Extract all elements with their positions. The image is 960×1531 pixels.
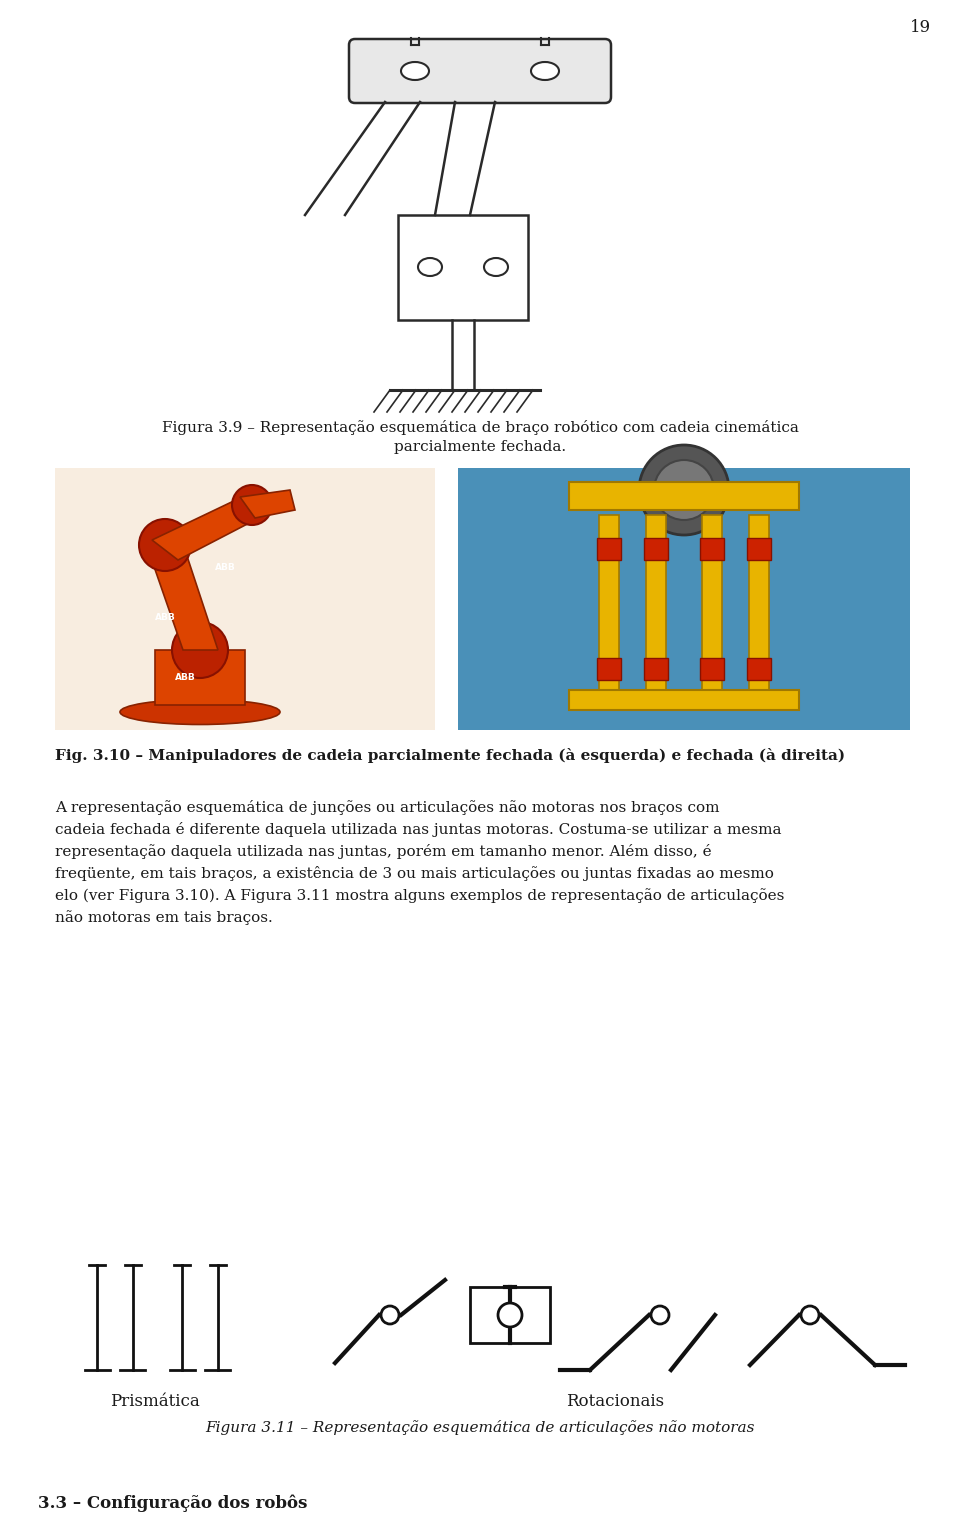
Bar [749,514,769,700]
Bar [55,468,435,730]
Circle shape [651,1306,669,1324]
Bar [646,514,666,700]
Bar [700,658,724,680]
Circle shape [172,622,228,678]
Ellipse shape [120,700,280,724]
Text: representação daquela utilizada nas juntas, porém em tamanho menor. Além disso, : representação daquela utilizada nas junt… [55,844,711,859]
Bar [644,537,668,560]
Ellipse shape [531,61,559,80]
Bar [470,1288,550,1343]
Text: ABB: ABB [215,563,235,573]
Text: cadeia fechada é diferente daquela utilizada nas juntas motoras. Costuma-se util: cadeia fechada é diferente daquela utili… [55,822,781,837]
FancyBboxPatch shape [349,38,611,103]
Text: A representação esquemática de junções ou articulações não motoras nos braços co: A representação esquemática de junções o… [55,801,719,814]
Bar [747,537,771,560]
Text: Fig. 3.10 – Manipuladores de cadeia parcialmente fechada (à esquerda) e fechada : Fig. 3.10 – Manipuladores de cadeia parc… [55,749,845,762]
Text: 19: 19 [909,20,930,37]
Text: freqüente, em tais braços, a existência de 3 ou mais articulações ou juntas fixa: freqüente, em tais braços, a existência … [55,867,774,880]
Circle shape [498,1303,522,1327]
Bar [644,658,668,680]
Text: elo (ver Figura 3.10). A Figura 3.11 mostra alguns exemplos de representação de : elo (ver Figura 3.10). A Figura 3.11 mos… [55,888,784,903]
Ellipse shape [484,259,508,276]
Bar [599,514,619,700]
Circle shape [654,459,714,521]
Circle shape [801,1306,819,1324]
Ellipse shape [418,259,442,276]
Circle shape [639,446,729,534]
Text: não motoras em tais braços.: não motoras em tais braços. [55,909,273,925]
Text: 3.3 – Configuração dos robôs: 3.3 – Configuração dos robôs [38,1494,307,1513]
Bar [398,214,528,320]
Ellipse shape [401,61,429,80]
Text: ABB: ABB [175,674,196,681]
Text: Prismática: Prismática [110,1393,200,1410]
Bar [569,690,799,710]
Bar [155,651,245,704]
Bar [569,482,799,510]
Polygon shape [150,550,218,651]
Bar [747,658,771,680]
Bar [702,514,722,700]
Bar [597,658,621,680]
Circle shape [139,519,191,571]
Text: parcialmente fechada.: parcialmente fechada. [394,439,566,455]
Polygon shape [240,490,295,517]
Bar [458,468,910,730]
Text: ABB: ABB [155,612,176,622]
Circle shape [232,485,272,525]
Circle shape [381,1306,399,1324]
Text: Figura 3.11 – Representação esquemática de articulações não motoras: Figura 3.11 – Representação esquemática … [205,1419,755,1435]
Polygon shape [152,498,255,560]
Bar [597,537,621,560]
Bar [700,537,724,560]
Text: Rotacionais: Rotacionais [566,1393,664,1410]
Text: Figura 3.9 – Representação esquemática de braço robótico com cadeia cinemática: Figura 3.9 – Representação esquemática d… [161,419,799,435]
